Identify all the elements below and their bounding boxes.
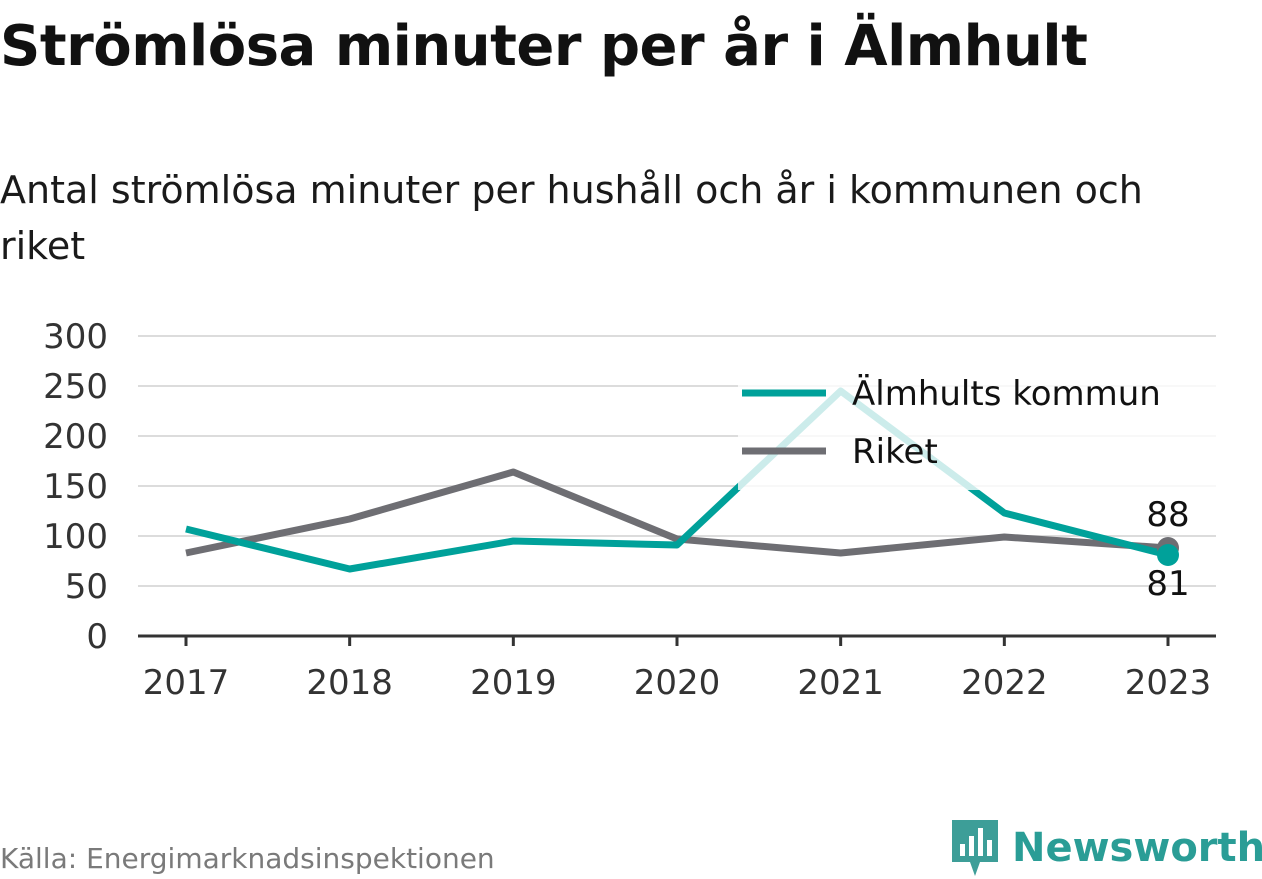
y-tick-label: 300 [43, 317, 108, 357]
x-tick-label: 2019 [470, 663, 557, 703]
y-tick-label: 50 [65, 567, 108, 607]
y-tick-label: 100 [43, 517, 108, 557]
legend: Älmhults kommun Riket [738, 368, 1218, 490]
newsworthy-logo-icon [952, 820, 998, 876]
series-line-almhult [185, 387, 1169, 573]
x-tick-label: 2018 [306, 663, 393, 703]
x-tick-label: 2017 [143, 663, 230, 703]
y-tick-label: 250 [43, 367, 108, 407]
end-label-almhult: 81 [1146, 564, 1189, 604]
legend-label: Älmhults kommun [852, 374, 1161, 414]
source-note: Källa: Energimarknadsinspektionen [0, 842, 495, 875]
end-label-riket: 88 [1146, 495, 1189, 535]
chart-title: Strömlösa minuter per år i Älmhult [0, 14, 1088, 79]
legend-label: Riket [852, 432, 938, 472]
y-axis-ticks: 0 50 100 150 200 250 300 [43, 317, 108, 657]
x-tick-label: 2023 [1125, 663, 1212, 703]
x-axis: 2017 2018 2019 2020 2021 2022 2023 [138, 634, 1216, 703]
brand-name: Newsworthy [1012, 825, 1262, 871]
chart-subtitle: Antal strömlösa minuter per hushåll och … [0, 168, 1143, 268]
brand: Newsworthy [950, 818, 1262, 878]
series-lines [185, 387, 1169, 573]
legend-background [738, 368, 1218, 490]
y-tick-label: 150 [43, 467, 108, 507]
end-labels: 81 88 [1146, 495, 1189, 604]
gridlines [138, 335, 1216, 587]
x-tick-label: 2021 [797, 663, 884, 703]
series-line-riket [185, 468, 1169, 557]
y-tick-label: 200 [43, 417, 108, 457]
x-tick-label: 2022 [961, 663, 1048, 703]
y-tick-label: 0 [86, 617, 108, 657]
x-tick-label: 2020 [634, 663, 721, 703]
end-marker-almhult [1157, 544, 1179, 566]
